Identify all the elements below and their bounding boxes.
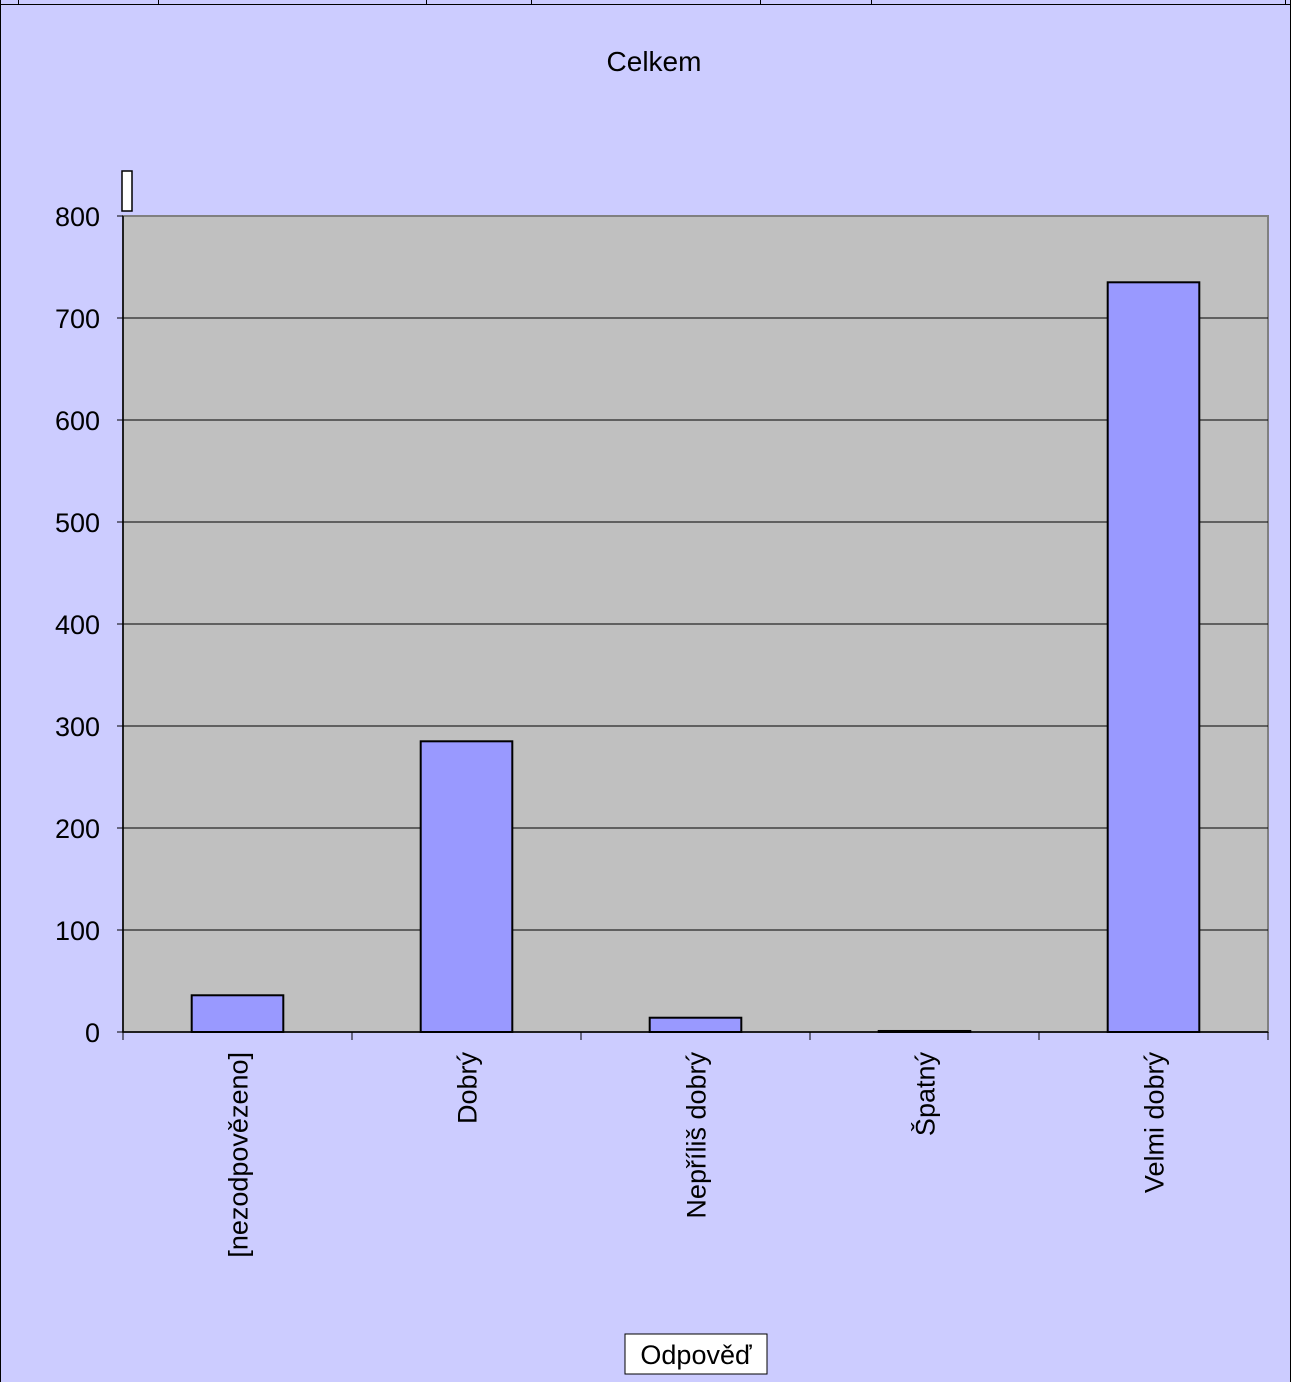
strip-divider	[426, 0, 427, 5]
bar	[648, 1016, 743, 1033]
x-category-label: Špatný	[910, 1052, 941, 1137]
chart-title: Celkem	[607, 46, 702, 77]
bars	[190, 281, 1201, 1034]
x-axis-title-group: Odpověď	[624, 1333, 768, 1375]
y-tick-label: 700	[55, 304, 100, 334]
bar	[190, 994, 285, 1034]
y-tick-label: 0	[85, 1018, 100, 1048]
legend-marker	[121, 170, 133, 212]
strip-divider	[871, 0, 872, 5]
bar	[1106, 281, 1201, 1033]
x-category-labels: [nezodpovězeno] Dobrý Nepříliš dobrý Špatný…	[224, 1052, 1170, 1258]
y-tick-label: 600	[55, 406, 100, 436]
strip-divider	[1285, 0, 1286, 5]
y-tick-label: 400	[55, 610, 100, 640]
strip-divider	[18, 0, 19, 5]
x-category-label: [nezodpovězeno]	[224, 1052, 254, 1258]
y-tick-label: 300	[55, 712, 100, 742]
bar	[419, 740, 514, 1033]
y-tick-label: 100	[55, 916, 100, 946]
strip-divider	[531, 0, 532, 5]
y-tick-label: 800	[55, 202, 100, 232]
gridlines	[123, 317, 1268, 931]
y-tick-label: 200	[55, 814, 100, 844]
top-table-strip	[0, 0, 1291, 5]
strip-divider	[158, 0, 159, 5]
x-category-label: Velmi dobrý	[1140, 1052, 1170, 1194]
x-axis-title-box	[624, 1333, 768, 1375]
y-tick-label: 500	[55, 508, 100, 538]
y-tick-labels: 0 100 200 300 400 500 600 700 800	[55, 202, 100, 1048]
x-category-label: Nepříliš dobrý	[682, 1052, 712, 1219]
x-category-label: Dobrý	[453, 1052, 483, 1125]
axes	[117, 215, 1269, 1040]
strip-divider	[760, 0, 761, 5]
x-axis-title: Odpověď	[640, 1340, 752, 1370]
